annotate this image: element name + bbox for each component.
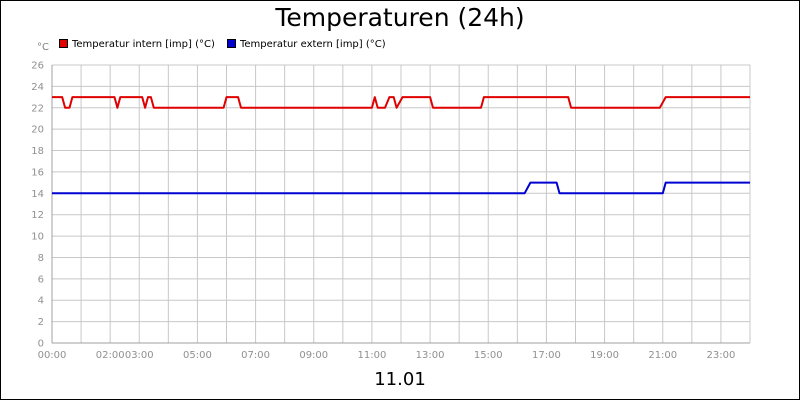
date-label: 11.01 [374,369,426,390]
x-tick-label: 09:00 [299,350,328,361]
y-tick-label: 22 [31,103,44,114]
x-tick-label: 15:00 [474,350,503,361]
y-tick-label: 4 [38,296,44,307]
legend-swatch-extern [227,39,236,48]
x-tick-label: 07:00 [241,350,270,361]
x-tick-label: 23:00 [707,350,736,361]
x-tick-label: 00:00 [38,350,67,361]
legend-swatch-intern [59,39,68,48]
y-axis-unit-label: °C [37,42,49,53]
y-tick-label: 14 [31,189,44,200]
y-tick-label: 24 [31,82,44,93]
x-tick-label: 19:00 [590,350,619,361]
x-tick-label: 02:00 [96,350,125,361]
x-tick-label: 17:00 [532,350,561,361]
x-tick-label: 11:00 [358,350,387,361]
y-tick-label: 16 [31,167,44,178]
axes [51,65,751,344]
series [52,96,750,195]
y-tick-label: 26 [31,61,44,72]
y-tick-label: 6 [38,274,44,285]
x-tick-label: 13:00 [416,350,445,361]
y-tick-label: 12 [31,210,44,221]
series-line-intern [52,96,750,109]
x-tick-label: 21:00 [648,350,677,361]
y-tick-label: 8 [38,253,44,264]
x-tick-label: 03:00 [125,350,154,361]
y-tick-label: 10 [31,232,44,243]
y-tick-label: 2 [38,317,44,328]
legend-label-intern: Temperatur intern [imp] (°C) [72,39,215,50]
grid [51,64,751,344]
legend-label-extern: Temperatur extern [imp] (°C) [240,39,386,50]
chart-title: Temperaturen (24h) [275,3,525,32]
y-tick-label: 0 [38,339,44,350]
x-tick-label: 05:00 [183,350,212,361]
series-line-extern [52,181,750,195]
y-tick-label: 18 [31,146,44,157]
legend-item-extern: Temperatur extern [imp] (°C) [227,39,386,51]
legend-item-intern: Temperatur intern [imp] (°C) [59,39,215,51]
y-tick-label: 20 [31,125,44,136]
